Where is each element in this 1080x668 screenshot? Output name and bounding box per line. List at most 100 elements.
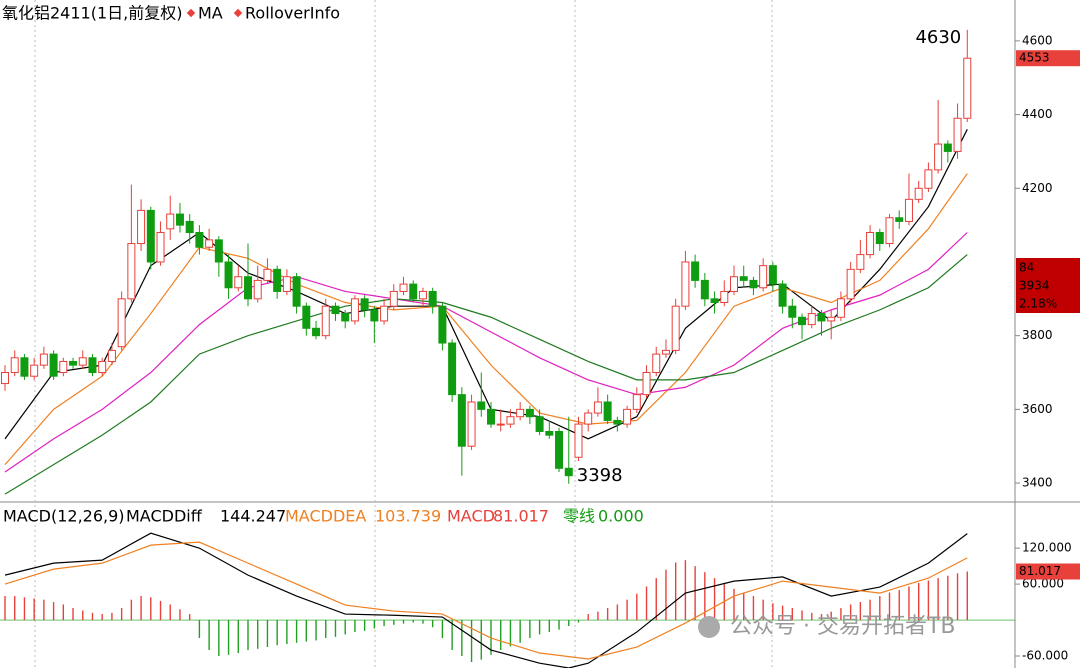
candle-body [603,401,612,421]
candle-body [506,416,515,425]
marks [0,29,1015,668]
candle-body [234,276,243,289]
macd-line [4,541,968,660]
candle-body [749,279,758,289]
y-tick-label: 4400 [1022,107,1053,121]
candle-body [409,283,418,300]
candle-body [292,276,301,307]
candle-body [875,231,884,245]
candle-body [360,298,369,311]
legend-diamond [233,8,243,18]
candle-body [263,268,272,281]
annotation: 3398 [577,465,623,486]
candle-body [399,283,408,292]
last-price-box [1016,50,1080,67]
y-tick-label: 4600 [1022,33,1053,47]
candle-body [516,408,525,418]
candle-body [817,313,826,322]
candle-body [895,217,904,222]
candle-body [175,213,184,226]
y-tick-label: 120.000 [1022,541,1072,555]
macd-line [4,532,968,668]
candle-body [127,243,136,300]
candle-body [691,261,700,281]
macd-label: 零线 [563,507,595,526]
date-separators [34,0,773,668]
info-text: 2.18% [1019,297,1057,311]
candle-body [652,353,661,374]
ma-line [4,129,968,440]
candle-body [273,268,282,292]
candle-body [20,357,29,377]
candle-body [720,290,729,304]
candle-body [341,313,350,322]
candle-body [613,419,622,425]
y-tick-label: 3400 [1022,476,1053,490]
candle-body [78,357,87,366]
candle-body [953,117,962,152]
candle-body [827,316,836,322]
watermark: 公众号 · 交易开拓者TB [730,614,956,639]
candle-body [244,276,252,300]
candle-body [282,276,291,292]
candle-body [730,276,738,292]
candle-body [185,220,194,233]
candle-body [525,408,534,418]
candle-body [778,283,787,307]
legend-item: RolloverInfo [245,4,340,23]
candle-body [418,290,427,300]
candle-body [146,209,155,263]
candle-body [904,198,913,222]
candle-body [739,276,748,281]
candle-body [214,239,223,263]
candle-body [496,423,505,426]
candle-body [1,372,9,385]
candle-body [963,57,972,119]
candle-body [856,254,865,270]
info-text: 3934 [1019,279,1050,293]
candle-body [10,357,19,374]
candle-body [934,143,943,171]
candle-body [943,143,952,152]
candle-body [137,209,146,245]
candle-body [914,187,923,200]
candle-body [846,268,855,300]
info-text: 84 [1019,261,1034,275]
candle-body [49,353,58,377]
y-tick-label: 3800 [1022,328,1053,342]
candle-body [389,290,398,307]
macd-value: 103.739 [375,507,441,526]
y-tick-label: 4200 [1022,181,1053,195]
macd-label: MACDDEA [285,507,366,526]
macd-label: MACD [447,507,495,526]
legend-item: MA [198,4,223,23]
macd-value: 0.000 [598,507,644,526]
macd-title: MACD(12,26,9) [3,507,125,526]
y-tick-label: -60.000 [1022,649,1068,663]
candle-body [924,169,933,189]
candle-body [438,305,447,344]
candle-body [253,279,262,300]
annotation: 4630 [915,27,961,48]
candle-body [117,298,126,348]
macd-label: MACDDiff [126,507,203,526]
candle-body [661,349,670,355]
info-box [1016,258,1080,313]
y-tick-label: 3600 [1022,402,1053,416]
candle-body [487,408,495,425]
watermark-icon [698,616,720,638]
candle-body [788,305,797,318]
candle-body [710,298,719,304]
candle-body [467,401,476,447]
candle-body [321,305,330,337]
macd-value: 144.247 [220,507,286,526]
candle-body [156,231,165,263]
y-tick-label: 60.000 [1022,577,1064,591]
candle-body [166,213,175,230]
candle-body [885,217,894,245]
macd-value-box [1016,563,1080,580]
candle-body [671,305,680,351]
candle-body [39,353,48,366]
candle-body [312,327,321,337]
candle-body [545,430,554,436]
